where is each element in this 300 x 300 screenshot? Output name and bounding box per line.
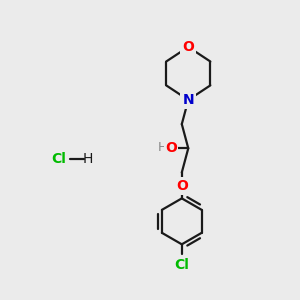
Text: O: O: [176, 179, 188, 193]
Text: H: H: [83, 152, 93, 166]
Text: O: O: [182, 40, 194, 54]
Text: Cl: Cl: [51, 152, 66, 166]
Text: N: N: [182, 93, 194, 107]
Text: O: O: [165, 141, 177, 155]
Text: Cl: Cl: [174, 258, 189, 272]
Text: H: H: [158, 141, 167, 154]
